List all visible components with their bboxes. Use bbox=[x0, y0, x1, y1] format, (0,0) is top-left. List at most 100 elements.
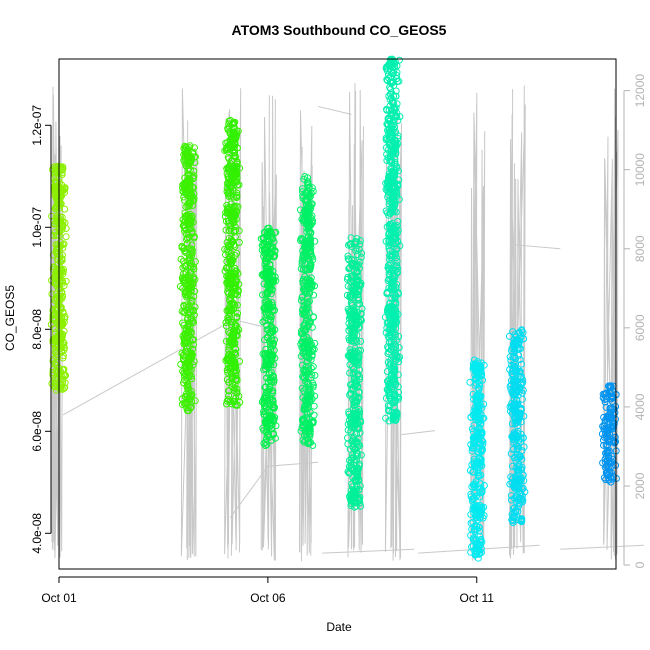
data-point bbox=[480, 400, 488, 408]
data-point bbox=[190, 311, 198, 319]
data-point bbox=[225, 392, 233, 400]
data-point bbox=[519, 484, 527, 492]
data-point bbox=[348, 292, 355, 300]
data-point bbox=[467, 531, 475, 539]
data-point bbox=[344, 426, 352, 434]
data-point bbox=[392, 150, 400, 158]
y-axis-label: CO_GEOS5 bbox=[3, 285, 17, 351]
data-point bbox=[183, 144, 191, 152]
data-point bbox=[471, 503, 479, 511]
data-point bbox=[49, 355, 57, 363]
data-point bbox=[179, 367, 187, 375]
data-point bbox=[235, 238, 243, 246]
data-point bbox=[473, 464, 481, 472]
data-point bbox=[232, 226, 239, 234]
data-point bbox=[353, 357, 361, 365]
data-point bbox=[231, 149, 238, 157]
data-point bbox=[518, 485, 526, 493]
data-point bbox=[385, 133, 393, 141]
data-point bbox=[265, 252, 273, 260]
data-point bbox=[514, 507, 522, 515]
data-point bbox=[350, 416, 358, 424]
data-point bbox=[301, 405, 309, 413]
data-point bbox=[184, 385, 192, 393]
data-point bbox=[309, 256, 317, 264]
data-point bbox=[514, 496, 522, 504]
data-point bbox=[303, 287, 311, 295]
data-point bbox=[478, 488, 486, 496]
data-point bbox=[185, 373, 193, 381]
data-point bbox=[305, 192, 313, 200]
data-point bbox=[226, 192, 234, 200]
data-point bbox=[302, 368, 310, 375]
data-point bbox=[271, 326, 279, 334]
data-point bbox=[181, 291, 189, 298]
data-point bbox=[269, 404, 277, 412]
data-point bbox=[304, 424, 312, 432]
data-point bbox=[393, 353, 401, 361]
data-point bbox=[231, 358, 239, 366]
data-point bbox=[233, 301, 241, 309]
data-point bbox=[262, 356, 270, 364]
data-point bbox=[231, 223, 239, 231]
data-point bbox=[231, 243, 239, 250]
data-point bbox=[181, 227, 188, 235]
data-point bbox=[386, 117, 393, 125]
data-point bbox=[189, 150, 197, 158]
data-point bbox=[53, 250, 61, 258]
data-point bbox=[183, 282, 191, 290]
data-point bbox=[515, 413, 523, 421]
data-point bbox=[604, 450, 612, 458]
data-point bbox=[302, 266, 310, 274]
data-point bbox=[57, 317, 64, 325]
data-point bbox=[395, 56, 403, 64]
data-point bbox=[357, 337, 365, 345]
data-point bbox=[344, 252, 352, 260]
data-point bbox=[603, 427, 611, 435]
data-point bbox=[54, 256, 61, 264]
data-point bbox=[351, 445, 359, 453]
data-point bbox=[606, 468, 614, 476]
data-point bbox=[182, 326, 190, 334]
y-axis: 4.0e-08 6.0e-08 8.0e-08 1.0e-07 1.2e-07 bbox=[30, 105, 52, 554]
data-point bbox=[53, 349, 61, 357]
data-point bbox=[391, 273, 399, 281]
data-point bbox=[476, 382, 484, 390]
y-tick-label: 1.2e-07 bbox=[30, 105, 44, 146]
right-tick-label: 2000 bbox=[633, 472, 647, 499]
data-point bbox=[53, 282, 61, 290]
data-point bbox=[259, 234, 267, 242]
data-point bbox=[300, 322, 308, 330]
data-point bbox=[509, 446, 517, 454]
data-point bbox=[302, 211, 310, 219]
data-point bbox=[226, 130, 234, 137]
data-point bbox=[385, 172, 393, 180]
data-point bbox=[54, 198, 62, 206]
data-point bbox=[188, 350, 196, 358]
data-point bbox=[602, 452, 610, 460]
data-point bbox=[304, 255, 312, 263]
data-point bbox=[59, 371, 67, 379]
right-tick-label: 12000 bbox=[633, 74, 647, 108]
data-point bbox=[351, 240, 359, 248]
data-point bbox=[223, 201, 231, 209]
data-point bbox=[191, 397, 199, 405]
data-point bbox=[385, 170, 393, 178]
data-point bbox=[350, 259, 358, 267]
data-point bbox=[479, 438, 487, 446]
data-point bbox=[472, 514, 480, 522]
data-point bbox=[508, 420, 516, 428]
data-point bbox=[230, 204, 238, 211]
data-point bbox=[607, 404, 615, 412]
data-point bbox=[57, 305, 65, 313]
data-point bbox=[355, 359, 362, 367]
data-point bbox=[270, 253, 278, 260]
data-point bbox=[48, 380, 56, 388]
x-tick-label: Oct 11 bbox=[460, 591, 495, 605]
data-point bbox=[182, 149, 190, 157]
data-point bbox=[264, 316, 272, 324]
data-point bbox=[303, 290, 311, 297]
data-point bbox=[57, 385, 65, 393]
data-point bbox=[353, 338, 361, 346]
data-point bbox=[513, 414, 521, 422]
